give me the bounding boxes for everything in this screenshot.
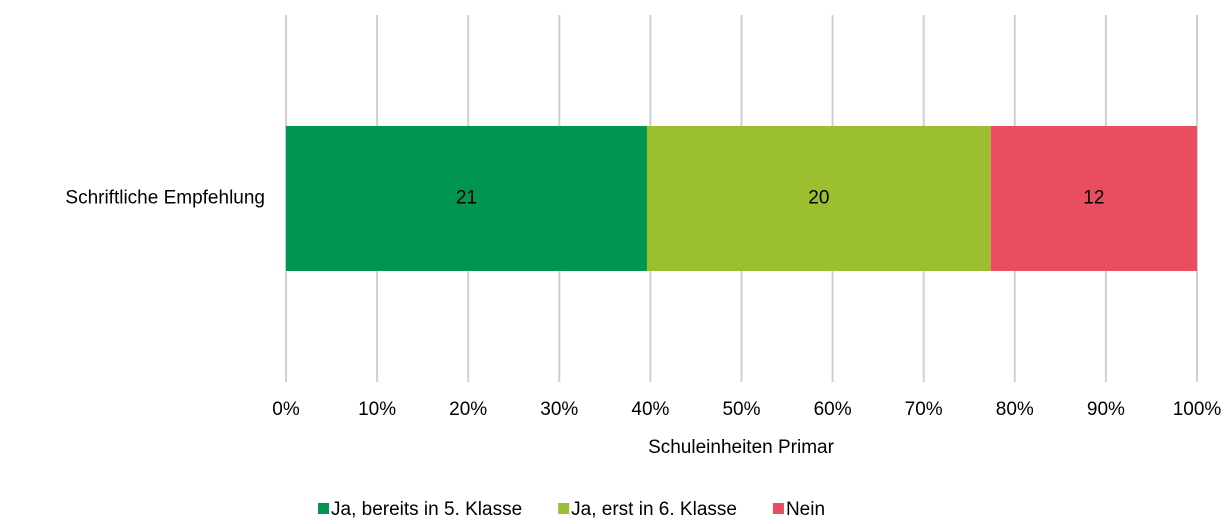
- legend-swatch: [558, 503, 570, 514]
- x-tick-label: 100%: [1173, 399, 1222, 420]
- legend-label: Ja, bereits in 5. Klasse: [331, 499, 522, 520]
- data-label: 20: [808, 188, 829, 209]
- x-axis-title: Schuleinheiten Primar: [648, 437, 835, 458]
- legend-swatch: [318, 503, 329, 514]
- x-tick-label: 0%: [272, 399, 300, 420]
- x-tick-label: 40%: [631, 399, 669, 420]
- legend-swatch: [772, 503, 784, 514]
- x-tick-label: 30%: [540, 399, 578, 420]
- bar: [646, 126, 991, 271]
- legend-label: Ja, erst in 6. Klasse: [571, 499, 737, 520]
- data-label: 21: [456, 188, 477, 209]
- y-tick-label: Schriftliche Empfehlung: [65, 188, 265, 209]
- data-label: 12: [1083, 188, 1104, 209]
- x-tick-label: 20%: [449, 399, 487, 420]
- x-tick-label: 90%: [1087, 399, 1125, 420]
- x-tick-label: 50%: [722, 399, 760, 420]
- x-tick-label: 70%: [905, 399, 943, 420]
- x-tick-label: 10%: [358, 399, 396, 420]
- legend-label: Nein: [786, 499, 825, 520]
- x-tick-label: 60%: [814, 399, 852, 420]
- x-tick-label: 80%: [996, 399, 1034, 420]
- bar: [990, 126, 1197, 271]
- bar: [286, 126, 647, 271]
